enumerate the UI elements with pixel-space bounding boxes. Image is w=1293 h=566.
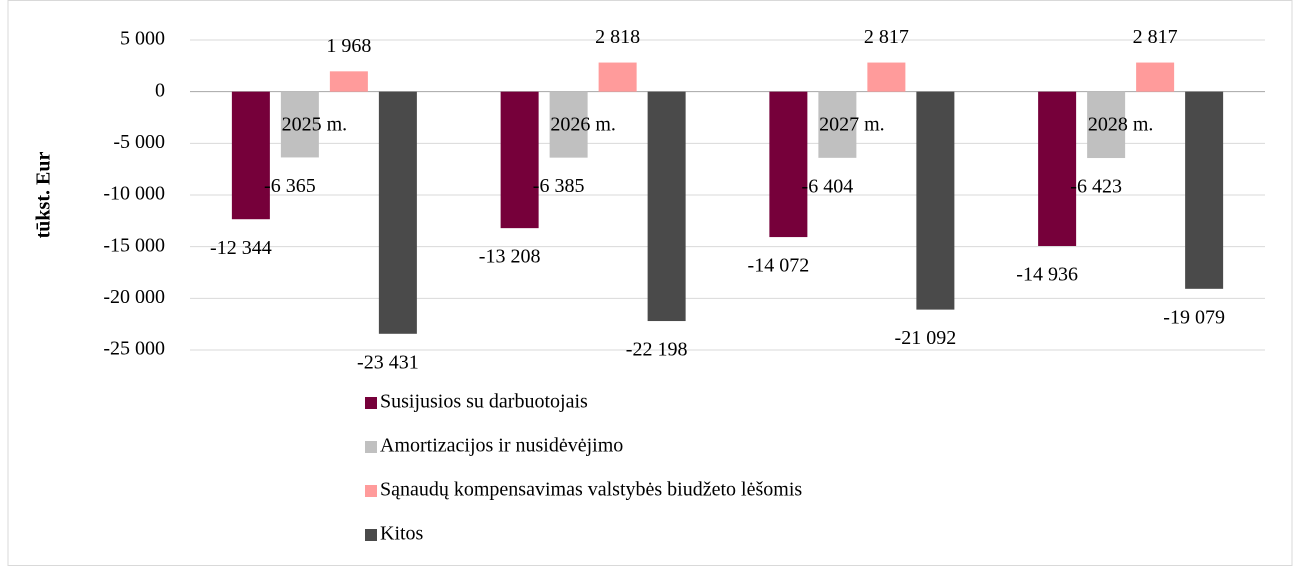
y-tick-label: 0	[155, 79, 165, 101]
bar	[769, 91, 808, 238]
bar	[598, 62, 637, 92]
data-label: -14 072	[748, 255, 810, 277]
y-axis-label: tūkst. Eur	[33, 152, 55, 239]
bar	[549, 91, 588, 158]
data-label: -22 198	[626, 339, 688, 361]
x-tick-label: 2026 m.	[550, 114, 616, 136]
bar	[867, 62, 906, 92]
data-label: -23 431	[357, 351, 419, 373]
bar	[329, 71, 368, 92]
data-label: -12 344	[210, 237, 272, 259]
data-label: -13 208	[479, 246, 541, 268]
y-tick-label: -20 000	[103, 286, 165, 308]
legend-label: Susijusios su darbuotojais	[380, 391, 588, 413]
bar	[378, 91, 417, 334]
x-tick-label: 2028 m.	[1088, 114, 1154, 136]
legend-swatch	[365, 485, 377, 497]
y-tick-label: -5 000	[113, 131, 165, 153]
y-tick-label: 5 000	[120, 28, 165, 50]
bar	[1087, 91, 1126, 159]
legend-label: Amortizacijos ir nusidėvėjimo	[380, 435, 623, 457]
data-label: -19 079	[1163, 306, 1225, 328]
data-label: -21 092	[895, 327, 957, 349]
y-tick-label: -25 000	[103, 338, 165, 360]
bar	[280, 91, 319, 158]
bar	[1136, 62, 1175, 92]
bar	[916, 91, 955, 310]
y-tick-label: -10 000	[103, 183, 165, 205]
data-label: -6 385	[533, 175, 585, 197]
legend-label: Kitos	[380, 523, 424, 545]
legend-label: Sąnaudų kompensavimas valstybės biudžeto…	[380, 479, 802, 501]
bar	[818, 91, 857, 158]
legend-swatch	[365, 529, 377, 541]
bar	[500, 91, 539, 229]
bar	[1185, 91, 1224, 289]
data-label: 2 817	[1133, 26, 1178, 48]
data-label: 2 818	[595, 26, 640, 48]
data-label: 1 968	[326, 35, 371, 57]
x-tick-label: 2027 m.	[819, 114, 885, 136]
data-label: -14 936	[1016, 264, 1078, 286]
x-tick-label: 2025 m.	[282, 114, 348, 136]
y-tick-label: -15 000	[103, 234, 165, 256]
bar	[1038, 91, 1077, 247]
legend-swatch	[365, 441, 377, 453]
legend-swatch	[365, 397, 377, 409]
bar	[647, 91, 686, 322]
data-label: -6 404	[802, 175, 854, 197]
data-label: -6 423	[1070, 176, 1122, 198]
data-label: 2 817	[864, 26, 909, 48]
data-label: -6 365	[264, 175, 316, 197]
bar	[231, 91, 270, 220]
